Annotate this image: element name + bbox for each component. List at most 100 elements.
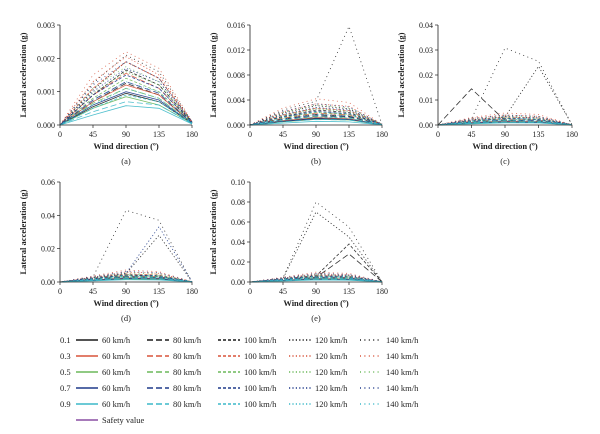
series-line-0.9-60kmh	[249, 120, 383, 126]
series-line-0.3-120kmh	[59, 56, 193, 126]
series-line-0.9-140kmh	[59, 81, 193, 126]
series-line-0.7-140kmh	[59, 271, 193, 283]
y-tick-label: 0.00	[41, 278, 55, 287]
legend-entry-label: 120 km/h	[315, 383, 348, 393]
x-tick-label: 0	[58, 287, 62, 296]
panel-label: (d)	[121, 313, 131, 323]
series-line-0.5-120kmh	[249, 108, 383, 126]
y-tick-label: 0.06	[231, 218, 245, 227]
chart-panel-3: 0.00 0.01 0.02 0.03 0.04 0 45 90 135 180 Wind dire…	[396, 21, 578, 166]
series-line-0.5-60kmh	[59, 96, 193, 126]
legend-entry-label: 100 km/h	[244, 383, 277, 393]
series-line-0.3-100kmh	[59, 61, 193, 126]
y-tick-label: 0.003	[37, 21, 55, 30]
chart-panel-1: 0.000 0.001 0.002 0.003 0 45 90 135 180 Wind dire…	[18, 21, 198, 166]
legend-entry-label: 140 km/h	[386, 351, 419, 361]
legend-entry-label: 80 km/h	[173, 383, 202, 393]
series-line-0.3-140kmh	[437, 112, 573, 126]
legend-group-label: 0.9	[60, 399, 71, 409]
legend-entry-label: 140 km/h	[386, 399, 419, 409]
legend-entry-label: 80 km/h	[173, 399, 202, 409]
y-tick-label: 0.01	[419, 96, 433, 105]
x-tick-label: 90	[312, 130, 320, 139]
series-line-0.9-100kmh	[437, 120, 573, 126]
x-tick-label: 90	[312, 287, 320, 296]
y-tick-label: 0.04	[419, 21, 433, 30]
legend-entry-label: 120 km/h	[315, 335, 348, 345]
y-axis-title: Lateral acceleration (g)	[18, 32, 28, 117]
chart-panel-2: 0.000 0.004 0.008 0.012 0.016 0 45 90 135 180 Wind…	[208, 21, 388, 166]
y-tick-label: 0.03	[419, 46, 433, 55]
series-line-0.1-140kmh	[249, 201, 383, 283]
x-axis-title: Wind direction (º)	[472, 141, 537, 151]
x-axis-title: Wind direction (º)	[93, 141, 158, 151]
x-tick-label: 90	[122, 130, 130, 139]
series-line-0.7-140kmh	[249, 272, 383, 283]
legend-entry-label: 80 km/h	[173, 367, 202, 377]
legend-safety-label: Safety value	[102, 415, 144, 425]
legend-entry-label: 120 km/h	[315, 351, 348, 361]
series-line-0.9-100kmh	[59, 94, 193, 126]
x-tick-label: 0	[248, 287, 252, 296]
x-tick-label: 45	[279, 287, 287, 296]
legend-group-label: 0.7	[60, 383, 71, 393]
x-tick-label: 180	[186, 287, 198, 296]
series-line-0.9-140kmh	[437, 117, 573, 126]
series-line-0.9-100kmh	[59, 276, 193, 283]
series-line-0.9-80kmh	[59, 101, 193, 126]
chart-panel-5: 0.00 0.02 0.04 0.06 0.08 0.10 0 45 90 135 180 Wind …	[208, 178, 388, 323]
series-line-0.9-120kmh	[59, 87, 193, 126]
series-line-0.7-120kmh	[59, 67, 193, 126]
legend-entry-label: 60 km/h	[102, 399, 131, 409]
legend-entry-label: 140 km/h	[386, 383, 419, 393]
legend-entry-label: 120 km/h	[315, 367, 348, 377]
legend-entry-label: 100 km/h	[244, 335, 277, 345]
series-line-0.9-140kmh	[59, 274, 193, 283]
panel-label: (a)	[121, 156, 131, 166]
y-tick-label: 0.004	[227, 96, 245, 105]
x-tick-label: 0	[436, 130, 440, 139]
series-line-0.1-100kmh	[59, 69, 193, 126]
y-tick-label: 0.04	[41, 211, 55, 220]
y-tick-label: 0.002	[37, 54, 55, 63]
y-tick-label: 0.02	[419, 71, 433, 80]
y-tick-label: 0.10	[231, 178, 245, 187]
y-axis-title: Lateral acceleration (g)	[208, 189, 218, 274]
series-line-0.7-80kmh	[59, 81, 193, 126]
legend-entry-label: 100 km/h	[244, 367, 277, 377]
x-tick-label: 135	[343, 130, 355, 139]
series-line-0.7-140kmh	[437, 114, 573, 126]
series-line-0.3-140kmh	[59, 269, 193, 283]
x-tick-label: 180	[566, 130, 578, 139]
legend-entry-label: 60 km/h	[102, 367, 131, 377]
series-line-0.3-140kmh	[249, 98, 383, 126]
legend-entry-label: 60 km/h	[102, 383, 131, 393]
legend-group-label: 0.5	[60, 367, 71, 377]
x-tick-label: 45	[89, 130, 97, 139]
series-line-0.5-140kmh	[249, 104, 383, 126]
y-axis-title: Lateral acceleration (g)	[18, 189, 28, 274]
x-tick-label: 0	[58, 130, 62, 139]
series-line-0.7-120kmh	[437, 116, 573, 126]
x-tick-label: 135	[153, 287, 165, 296]
y-tick-label: 0.04	[231, 238, 245, 247]
series-line-0.5-120kmh	[59, 71, 193, 126]
legend-entry-label: 60 km/h	[102, 351, 131, 361]
y-tick-label: 0.02	[41, 245, 55, 254]
x-tick-label: 90	[501, 130, 509, 139]
series-line-0.1-120kmh	[249, 211, 383, 283]
x-tick-label: 180	[376, 130, 388, 139]
legend-entry-label: 100 km/h	[244, 399, 277, 409]
y-tick-label: 0.02	[231, 258, 245, 267]
y-axis-title: Lateral acceleration (g)	[396, 32, 406, 117]
legend-entry-label: 140 km/h	[386, 367, 419, 377]
x-tick-label: 45	[468, 130, 476, 139]
series-line-0.1-140kmh	[59, 54, 193, 126]
y-tick-label: 0.001	[37, 88, 55, 97]
series-line-0.9-80kmh	[249, 118, 383, 126]
panel-label: (e)	[311, 313, 321, 323]
series-line-0.3-120kmh	[437, 114, 573, 126]
series-line-0.1-140kmh	[437, 47, 573, 126]
legend-entry-label: 140 km/h	[386, 335, 419, 345]
